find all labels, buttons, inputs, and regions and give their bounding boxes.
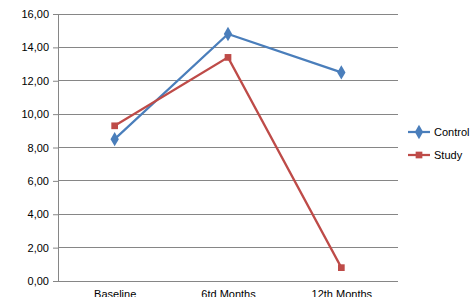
legend: Control Study: [408, 125, 469, 161]
legend-label: Study: [434, 149, 463, 161]
y-tick: 0,00: [28, 275, 58, 287]
y-tick-label: 14,00: [21, 41, 49, 53]
grid-line: [58, 80, 398, 81]
series-marker: [338, 264, 345, 271]
legend-entry: Control: [408, 125, 469, 139]
plot-area: [111, 27, 346, 271]
y-tick-label: 2,00: [28, 242, 49, 254]
x-tick-label: 6td Months: [201, 288, 256, 297]
x-axis-line: [58, 281, 398, 282]
series-marker: [337, 65, 345, 79]
y-tick: 8,00: [28, 142, 58, 154]
y-tick-label: 12,00: [21, 75, 49, 87]
grid-line: [58, 214, 398, 215]
y-tick-mark: [53, 14, 58, 15]
x-tick: Baseline: [94, 288, 136, 297]
grid-line: [58, 47, 398, 48]
grid-line: [58, 180, 398, 181]
y-tick-label: 10,00: [21, 108, 49, 120]
x-tick: 12th Months: [312, 288, 373, 297]
y-tick-mark: [53, 281, 58, 282]
grid: [58, 14, 398, 281]
y-tick-label: 16,00: [21, 8, 49, 20]
grid-line: [58, 281, 398, 282]
x-axis: Baseline 6td Months 12th Months: [58, 282, 398, 297]
y-tick: 6,00: [28, 175, 58, 187]
y-tick-mark: [53, 148, 58, 149]
chart: 0,00 2,00 4,00 6,00 8,00 10,00 12,00 14,00 16,00…: [0, 0, 472, 297]
y-tick: 14,00: [21, 41, 58, 53]
y-tick-label: 8,00: [28, 142, 49, 154]
series-line: [115, 34, 342, 139]
grid-line: [58, 147, 398, 148]
grid-line: [58, 14, 398, 15]
grid-line: [58, 114, 398, 115]
y-tick: 2,00: [28, 242, 58, 254]
y-tick: 10,00: [21, 108, 58, 120]
legend-marker: [416, 152, 423, 159]
y-tick-mark: [53, 248, 58, 249]
x-tick-label: 12th Months: [312, 288, 373, 297]
y-axis-line: [53, 15, 59, 282]
x-tick: 6td Months: [201, 288, 256, 297]
series-marker: [225, 54, 232, 61]
grid-line: [58, 247, 398, 248]
series-marker: [111, 122, 118, 129]
x-tick-label: Baseline: [94, 288, 136, 297]
y-tick-label: 6,00: [28, 175, 49, 187]
y-tick: 12,00: [21, 75, 58, 87]
y-tick-label: 0,00: [28, 275, 49, 287]
series-line: [115, 57, 342, 267]
y-tick: 16,00: [21, 8, 58, 20]
y-tick: 4,00: [28, 208, 58, 220]
legend-marker: [415, 125, 423, 139]
y-tick-mark: [53, 114, 58, 115]
y-tick-mark: [53, 214, 58, 215]
y-tick-mark: [53, 47, 58, 48]
y-axis: 0,00 2,00 4,00 6,00 8,00 10,00 12,00 14,00 16,00: [21, 8, 58, 287]
y-tick-mark: [53, 181, 58, 182]
legend-entry: Study: [408, 149, 463, 161]
y-tick-mark: [53, 81, 58, 82]
y-tick-label: 4,00: [28, 208, 49, 220]
legend-label: Control: [434, 126, 469, 138]
series-marker: [111, 132, 119, 146]
series-marker: [224, 27, 232, 41]
